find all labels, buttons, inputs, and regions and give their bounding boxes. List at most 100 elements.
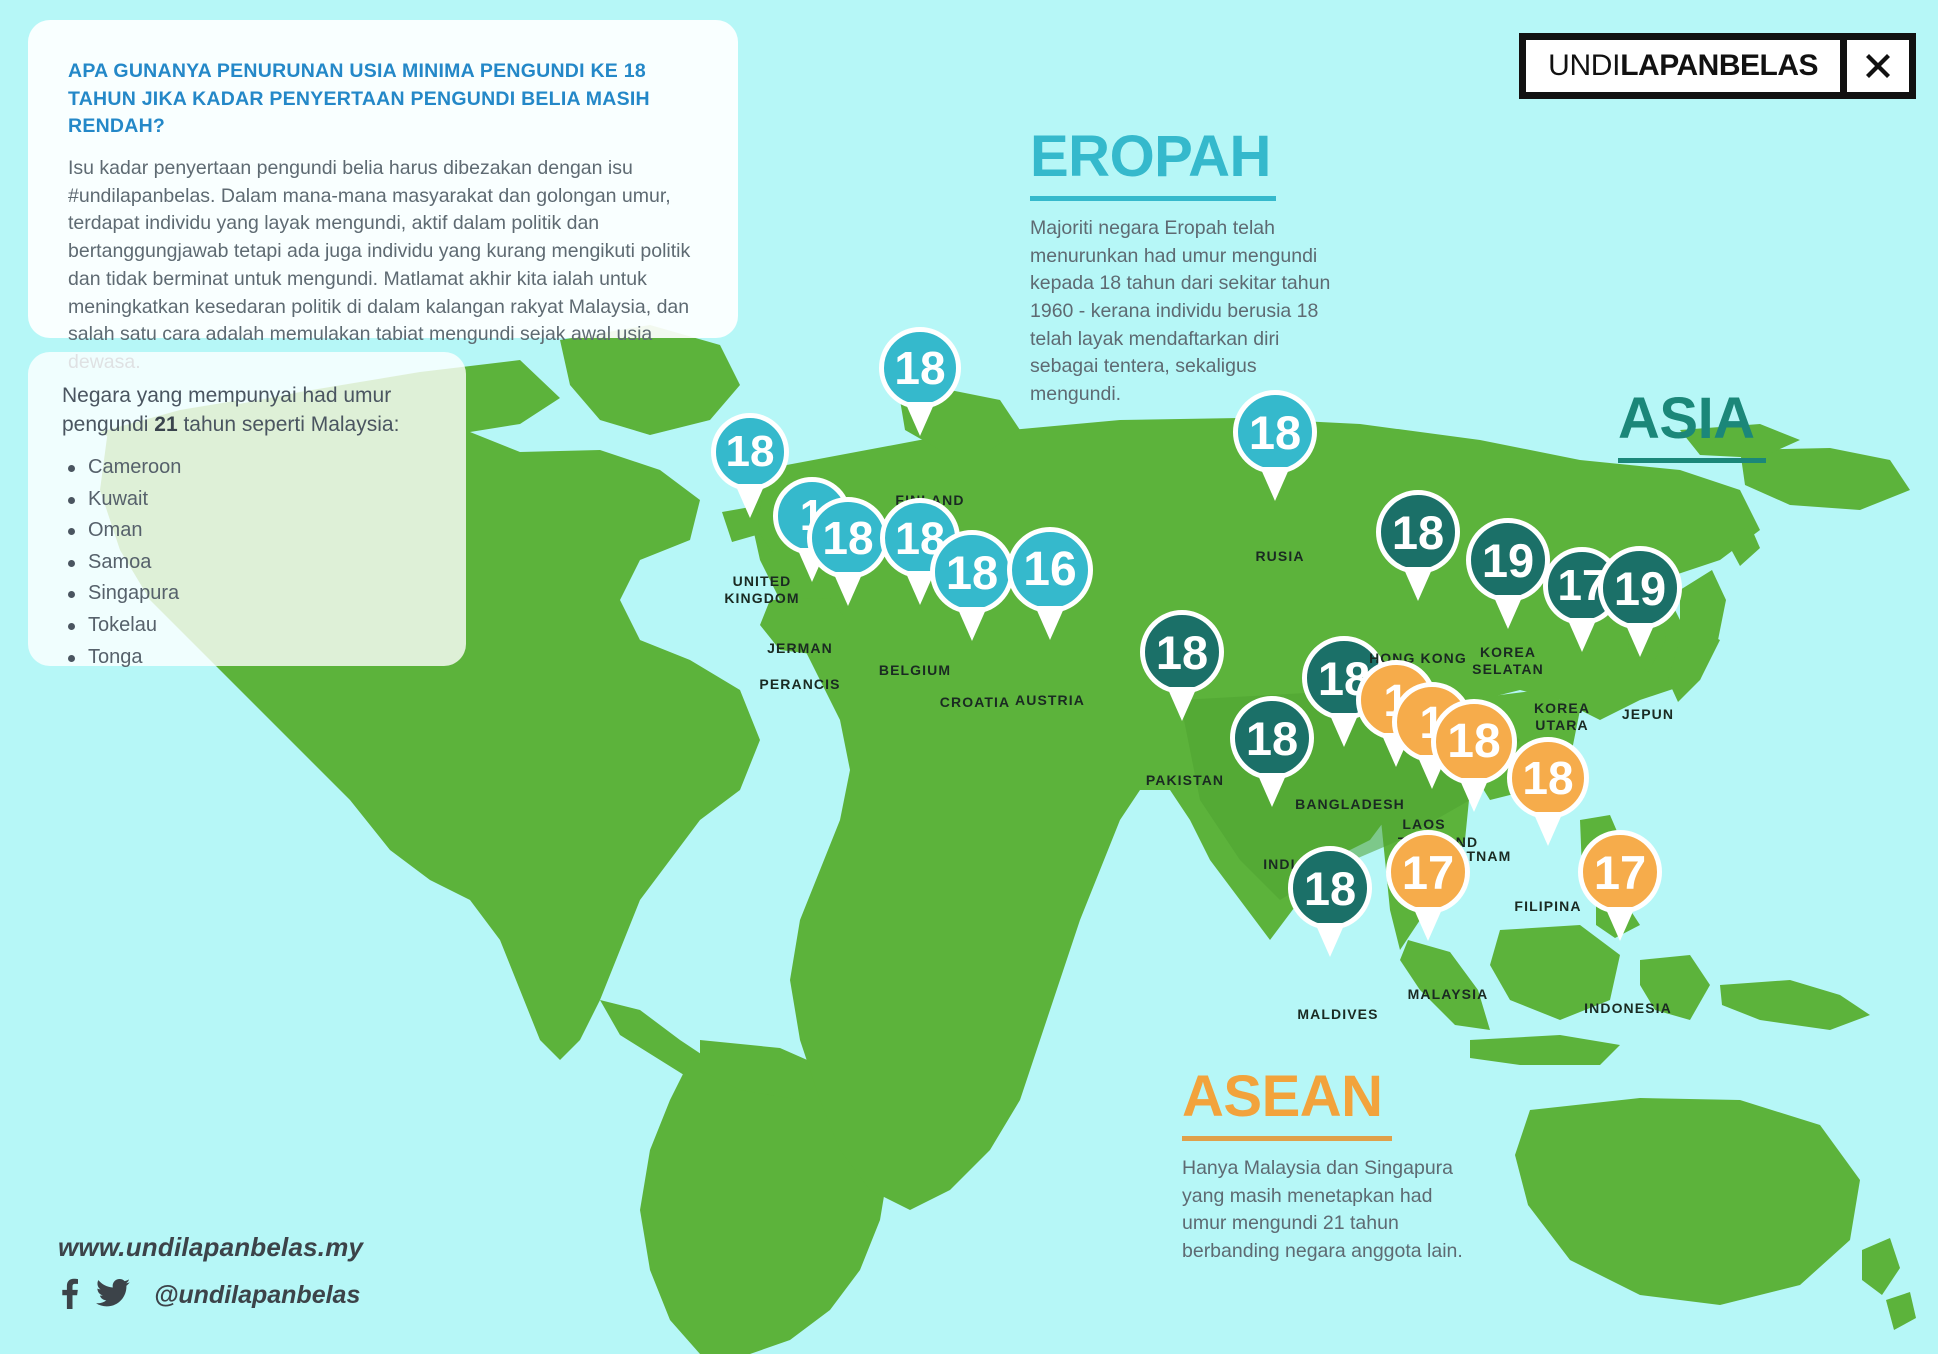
pin-country-label: RUSIA — [1255, 548, 1305, 564]
map-pin[interactable]: 17 — [1386, 830, 1470, 941]
map-pin[interactable]: 18 — [930, 530, 1014, 641]
region-asean-body: Hanya Malaysia dan Singapura yang masih … — [1182, 1157, 1463, 1263]
pin-country-label: JERMAN — [767, 640, 833, 656]
list-item: Oman — [62, 515, 432, 547]
map-pin[interactable]: 19 — [1598, 546, 1682, 657]
pin-country-label: INDONESIA — [1584, 1000, 1672, 1016]
footer-social-row: @undilapanbelas — [58, 1277, 363, 1314]
pin-country-label: CROATIA — [939, 694, 1011, 710]
pin-tail-icon — [833, 572, 863, 606]
pin-value: 19 — [1598, 546, 1682, 630]
pin-value: 18 — [1230, 696, 1314, 780]
pin-tail-icon — [1605, 907, 1635, 941]
footer-handle[interactable]: @undilapanbelas — [154, 1281, 361, 1309]
pin-country-label: PAKISTAN — [1145, 772, 1225, 788]
pin-value: 18 — [1431, 699, 1517, 785]
list-item: Tonga — [62, 642, 432, 674]
intro-title: APA GUNANYA PENURUNAN USIA MINIMA PENGUN… — [68, 60, 650, 138]
pin-tail-icon — [1260, 467, 1290, 501]
pin-tail-icon — [1459, 778, 1489, 812]
country-list: Cameroon Kuwait Oman Samoa Singapura Tokelau T… — [62, 452, 432, 673]
map-pin[interactable]: 18 — [879, 327, 961, 436]
logo-wordmark: UNDI LAPANBELAS — [1526, 40, 1840, 92]
pin-tail-icon — [957, 607, 987, 641]
pin-country-label: KOREA UTARA — [1533, 700, 1591, 734]
region-eropah: EROPAH Majoriti negara Eropah telah menu… — [1030, 128, 1348, 409]
pin-value: 18 — [1233, 390, 1317, 474]
pin-country-label: BANGLADESH — [1295, 796, 1405, 812]
region-asia: ASIA — [1618, 390, 1766, 463]
map-pin[interactable]: 18 — [1233, 390, 1317, 501]
brand-logo[interactable]: UNDI LAPANBELAS — [1519, 33, 1916, 99]
pin-country-label: PERANCIS — [759, 676, 841, 692]
pin-value: 19 — [1466, 518, 1550, 602]
country-list-heading: Negara yang mempunyai had umur pengundi … — [62, 382, 432, 440]
pin-tail-icon — [1403, 567, 1433, 601]
pin-country-label: KOREA SELATAN — [1472, 644, 1544, 678]
region-asia-rule — [1618, 458, 1766, 463]
map-pin[interactable]: 19 — [1466, 518, 1550, 629]
region-eropah-body: Majoriti negara Eropah telah menurunkan … — [1030, 217, 1331, 406]
region-eropah-rule — [1030, 196, 1276, 201]
list-item: Cameroon — [62, 452, 432, 484]
list-heading-prefix: Negara yang mempunyai had umur pengundi — [62, 384, 392, 436]
region-asean-rule — [1182, 1136, 1392, 1141]
facebook-icon[interactable] — [58, 1277, 80, 1314]
map-pin[interactable]: 16 — [1007, 527, 1093, 640]
map-pin[interactable]: 18 — [1376, 490, 1460, 601]
pin-tail-icon — [1413, 907, 1443, 941]
pin-country-label: MALAYSIA — [1407, 986, 1489, 1002]
map-pin[interactable]: 17 — [1578, 830, 1662, 941]
logo-thin-text: UNDI — [1548, 49, 1621, 82]
pin-country-label: MALDIVES — [1297, 1006, 1379, 1022]
pin-value: 18 — [1376, 490, 1460, 574]
map-pin[interactable]: 18 — [1288, 846, 1372, 957]
pin-value: 18 — [807, 497, 889, 579]
logo-bold-text: LAPANBELAS — [1620, 49, 1818, 82]
map-pin[interactable]: 18 — [1431, 699, 1517, 812]
pin-country-label: FILIPINA — [1514, 898, 1582, 914]
country-list-card: Negara yang mempunyai had umur pengundi … — [28, 352, 466, 668]
pin-tail-icon — [1567, 618, 1597, 652]
pin-tail-icon — [1035, 606, 1065, 640]
pin-tail-icon — [1329, 713, 1359, 747]
region-asean: ASEAN Hanya Malaysia dan Singapura yang … — [1182, 1068, 1482, 1266]
list-heading-age: 21 — [154, 412, 178, 436]
pin-country-label: BELGIUM — [878, 662, 952, 678]
pin-country-label: AUSTRIA — [1015, 692, 1085, 708]
pin-country-label: LAOS — [1402, 816, 1446, 832]
pin-tail-icon — [1167, 687, 1197, 721]
pin-value: 18 — [879, 327, 961, 409]
list-item: Kuwait — [62, 484, 432, 516]
footer-website[interactable]: www.undilapanbelas.my — [58, 1232, 364, 1262]
pin-country-label: UNITED KINGDOM — [724, 573, 800, 607]
pin-country-label: JEPUN — [1621, 706, 1675, 722]
pin-tail-icon — [735, 484, 765, 518]
pin-value: 18 — [930, 530, 1014, 614]
pin-value: 18 — [1140, 610, 1224, 694]
pin-value: 16 — [1007, 527, 1093, 613]
region-asean-title: ASEAN — [1182, 1064, 1383, 1129]
twitter-icon[interactable] — [96, 1278, 130, 1313]
pin-tail-icon — [1493, 595, 1523, 629]
pin-tail-icon — [1625, 623, 1655, 657]
pin-value: 17 — [1386, 830, 1470, 914]
map-pin[interactable]: 18 — [807, 497, 889, 606]
list-item: Samoa — [62, 547, 432, 579]
map-pin[interactable]: 18 — [711, 413, 789, 518]
map-pin[interactable]: 18 — [1230, 696, 1314, 807]
region-eropah-title: EROPAH — [1030, 124, 1271, 189]
pin-tail-icon — [1257, 773, 1287, 807]
pin-tail-icon — [1533, 812, 1563, 846]
pin-value: 18 — [1288, 846, 1372, 930]
list-item: Singapura — [62, 578, 432, 610]
list-heading-suffix: tahun seperti Malaysia: — [177, 412, 400, 436]
close-icon[interactable] — [1847, 40, 1909, 92]
pin-tail-icon — [905, 402, 935, 436]
map-pin[interactable]: 18 — [1507, 737, 1589, 846]
pin-value: 17 — [1578, 830, 1662, 914]
intro-body: Isu kadar penyertaan pengundi belia haru… — [68, 157, 691, 373]
map-pin[interactable]: 18 — [1140, 610, 1224, 721]
intro-card: APA GUNANYA PENURUNAN USIA MINIMA PENGUN… — [28, 20, 738, 373]
